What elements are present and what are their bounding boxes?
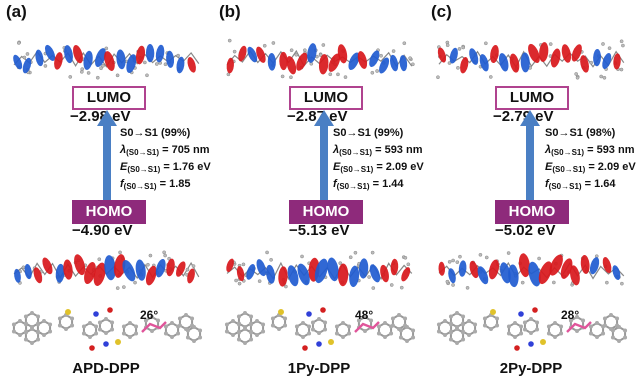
compound-name: APD-DPP xyxy=(72,360,140,377)
homo-energy: −4.90 eV xyxy=(72,222,133,239)
homo-orbital-image xyxy=(438,251,625,290)
homo-energy: −5.02 eV xyxy=(495,222,556,239)
lumo-label-box: LUMO xyxy=(289,86,363,110)
lambda-line: λ(S0→S1) = 705 nm xyxy=(120,144,210,157)
molecule-structure xyxy=(224,307,416,351)
transition-label: S0→S1 (98%) xyxy=(545,127,616,139)
dihedral-angle: 48° xyxy=(355,308,374,322)
compound-name: 2Py-DPP xyxy=(499,360,563,377)
lumo-energy: −2.98 eV xyxy=(70,108,131,125)
lumo-orbital-image xyxy=(226,38,415,80)
transition-label: S0→S1 (99%) xyxy=(333,127,404,139)
lumo-label-box: LUMO xyxy=(72,86,146,110)
energy-line: E(S0→S1) = 2.09 eV xyxy=(545,161,636,174)
energy-line: E(S0→S1) = 1.76 eV xyxy=(120,161,211,174)
lumo-orbital-image xyxy=(13,40,200,80)
panel-apd-dpp: (a) LUMO −2.98 eV S0→S1 (99%) λ(S0→S1) =… xyxy=(0,0,212,381)
lumo-energy: −2.87 eV xyxy=(287,108,348,125)
panel-2py-dpp: (c) LUMO −2.79 eV S0→S1 (98%) λ(S0→S1) =… xyxy=(425,0,637,381)
energy-line: E(S0→S1) = 2.09 eV xyxy=(333,161,424,174)
lumo-orbital-image xyxy=(436,39,625,80)
panel-label: (c) xyxy=(431,2,452,21)
dihedral-angle: 26° xyxy=(140,308,159,322)
dihedral-angle: 28° xyxy=(561,308,580,322)
transition-label: S0→S1 (99%) xyxy=(120,127,191,139)
lambda-line: λ(S0→S1) = 593 nm xyxy=(545,144,635,157)
molecule-structure xyxy=(11,307,203,351)
panel-label: (b) xyxy=(219,2,241,21)
homo-label-box: HOMO xyxy=(495,200,569,224)
homo-label-box: HOMO xyxy=(72,200,146,224)
homo-label-box: HOMO xyxy=(289,200,363,224)
homo-orbital-image xyxy=(13,250,200,290)
panel-label: (a) xyxy=(6,2,27,21)
oscillator-line: f(S0→S1) = 1.44 xyxy=(333,178,404,191)
oscillator-line: f(S0→S1) = 1.64 xyxy=(545,178,616,191)
molecule-structure xyxy=(436,307,628,351)
excitation-arrow xyxy=(314,110,334,202)
compound-name: 1Py-DPP xyxy=(287,360,351,377)
oscillator-line: f(S0→S1) = 1.85 xyxy=(120,178,191,191)
panel-1py-dpp: (b) LUMO −2.87 eV S0→S1 (99%) λ(S0→S1) =… xyxy=(213,0,425,381)
lumo-label-box: LUMO xyxy=(495,86,569,110)
lambda-line: λ(S0→S1) = 593 nm xyxy=(333,144,423,157)
homo-energy: −5.13 eV xyxy=(289,222,350,239)
excitation-arrow xyxy=(97,110,117,202)
lumo-energy: −2.79 eV xyxy=(493,108,554,125)
excitation-arrow xyxy=(520,110,540,202)
homo-orbital-image xyxy=(226,250,413,290)
